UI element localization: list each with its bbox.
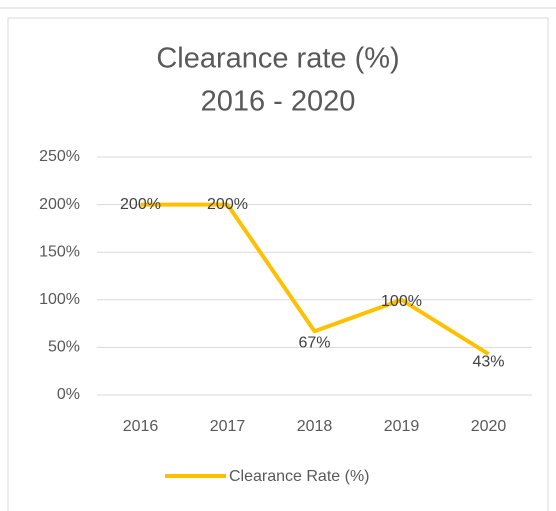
y-tick-label: 0% — [57, 386, 80, 403]
y-tick-label: 250% — [39, 148, 80, 165]
x-tick-label: 2019 — [384, 418, 420, 435]
data-label: 200% — [207, 196, 248, 213]
y-tick-label: 200% — [39, 196, 80, 213]
data-label: 200% — [120, 196, 161, 213]
data-label: 67% — [298, 334, 330, 351]
x-tick-label: 2018 — [297, 418, 333, 435]
chart-frame — [7, 17, 549, 511]
x-tick-label: 2017 — [210, 418, 246, 435]
chart-title: Clearance rate (%) — [156, 43, 399, 75]
y-tick-label: 150% — [39, 243, 80, 260]
x-tick-label: 2016 — [123, 418, 159, 435]
data-line — [140, 202, 490, 356]
data-label: 43% — [472, 353, 504, 370]
legend-label: Clearance Rate (%) — [229, 468, 370, 485]
y-tick-label: 50% — [48, 339, 80, 356]
x-tick-label: 2020 — [471, 418, 507, 435]
y-tick-label: 100% — [39, 291, 80, 308]
chart-subtitle: 2016 - 2020 — [201, 86, 356, 118]
data-label: 100% — [381, 293, 422, 310]
